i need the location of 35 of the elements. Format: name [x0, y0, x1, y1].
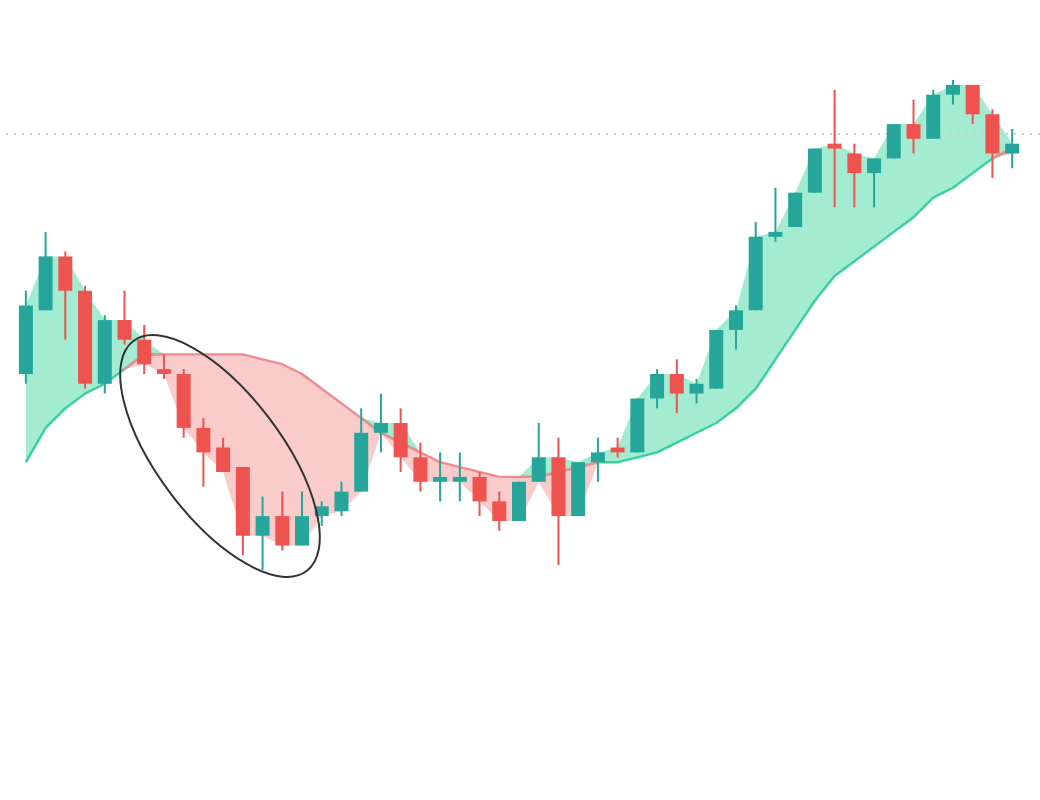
candlestick	[669, 358, 684, 415]
candlestick	[275, 490, 290, 552]
candlestick	[433, 451, 448, 503]
candlestick	[156, 353, 171, 380]
candlestick	[926, 88, 941, 140]
candlestick	[295, 490, 310, 547]
candlestick	[472, 471, 487, 518]
candlestick	[965, 83, 980, 126]
candlestick	[1005, 128, 1020, 170]
candlestick	[886, 123, 901, 160]
candlestick	[906, 98, 921, 155]
candlestick	[196, 417, 211, 488]
candlestick	[689, 377, 704, 405]
candlestick	[728, 304, 743, 351]
candlestick	[531, 422, 546, 483]
candlestick	[650, 368, 665, 410]
candlestick	[373, 392, 388, 454]
candlestick	[985, 108, 1000, 179]
candlestick	[945, 79, 960, 106]
candlestick	[807, 147, 822, 194]
candlestick	[137, 324, 152, 375]
candlestick	[768, 186, 783, 243]
candlestick	[334, 480, 349, 518]
candlestick	[492, 490, 507, 532]
candlestick	[847, 142, 862, 209]
candlestick	[216, 436, 231, 473]
candlestick	[413, 441, 428, 493]
candlestick	[867, 157, 882, 209]
candlestick	[117, 289, 132, 346]
candlestick	[58, 250, 73, 341]
candlestick	[590, 436, 605, 483]
candlestick	[452, 451, 467, 503]
candlestick	[393, 407, 408, 473]
candlestick	[827, 88, 842, 209]
candlestick	[255, 495, 270, 571]
